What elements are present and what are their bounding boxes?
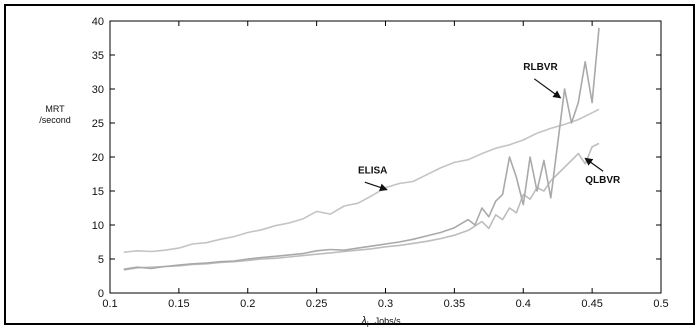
plot-area	[109, 20, 662, 294]
x-axis: 0.1 0.15 0.2 0.25 0.3 0.35 0.4 0.45 0.5	[102, 21, 669, 310]
series-line-rlbvr	[123, 27, 600, 270]
annotation-arrow-rlbvr	[533, 78, 562, 99]
y-axis-label-line-1: MRT	[45, 104, 65, 114]
x-tick-label: 0.5	[653, 298, 668, 310]
series-line-elisa	[123, 108, 600, 253]
y-axis-label: MRT /second	[39, 104, 71, 125]
x-axis-label-unit: Jobs/s	[375, 316, 402, 326]
y-tick-label: 25	[92, 118, 104, 130]
x-tick-label: 0.4	[516, 298, 531, 310]
y-tick-label: 35	[92, 50, 104, 62]
x-tick-label: 0.2	[240, 298, 255, 310]
x-axis-label-symbol: λ	[360, 315, 366, 327]
x-tick-label: 0.25	[306, 298, 327, 310]
y-tick-label: 20	[92, 152, 104, 164]
x-tick-label: 0.35	[444, 298, 465, 310]
y-axis-label-line-2: /second	[39, 115, 71, 125]
x-axis-label-subscript: i	[367, 320, 369, 329]
y-tick-label: 0	[98, 288, 104, 300]
y-axis: 0 5 10 15 20 25 30 35 40	[92, 16, 661, 300]
x-tick-label: 0.3	[378, 298, 393, 310]
y-tick-label: 10	[92, 220, 104, 232]
y-tick-label: 40	[92, 16, 104, 28]
annotation-label-elisa: ELISA	[358, 165, 387, 176]
x-tick-label: 0.15	[168, 298, 189, 310]
x-tick-label: 0.45	[581, 298, 602, 310]
y-tick-label: 5	[98, 254, 104, 266]
series-layer	[123, 27, 600, 271]
annotation-arrow-elisa	[364, 181, 388, 192]
x-tick-label: 0.1	[102, 298, 117, 310]
annotation-arrow-qlbvr	[584, 157, 604, 172]
x-axis-label: λi Jobs/s	[360, 315, 401, 329]
y-tick-label: 30	[92, 84, 104, 96]
annotation-label-rlbvr: RLBVR	[523, 62, 558, 73]
annotations: ELISA RLBVR QLBVR	[358, 62, 621, 192]
x-axis-label-text: λi Jobs/s	[360, 315, 401, 329]
annotation-label-qlbvr: QLBVR	[585, 175, 621, 186]
y-tick-label: 15	[92, 186, 104, 198]
